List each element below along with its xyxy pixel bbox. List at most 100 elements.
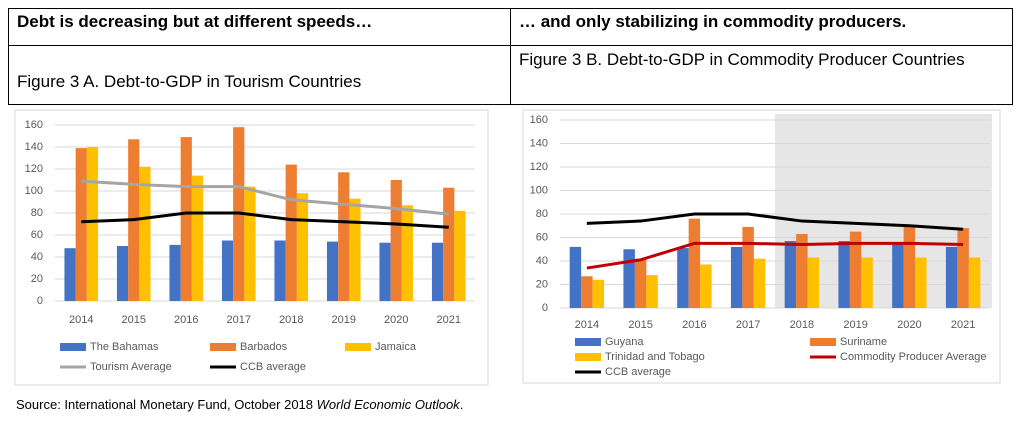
legend-label: Suriname <box>840 336 887 348</box>
bar <box>75 148 87 301</box>
bar <box>807 257 820 308</box>
legend-swatch <box>345 343 371 351</box>
y-tick-label: 120 <box>530 161 548 173</box>
bar <box>338 172 350 301</box>
bar <box>349 198 361 301</box>
bar <box>634 258 647 308</box>
bar <box>623 249 635 308</box>
bar <box>849 231 862 308</box>
y-tick-label: 0 <box>542 302 548 314</box>
y-tick-label: 40 <box>31 251 43 263</box>
x-tick-label: 2017 <box>736 319 760 331</box>
y-tick-label: 20 <box>536 278 548 290</box>
bar <box>180 137 192 301</box>
bar <box>116 246 129 301</box>
x-tick-label: 2015 <box>122 314 146 326</box>
bar <box>139 166 151 301</box>
y-tick-label: 100 <box>25 185 43 197</box>
bar <box>753 258 766 308</box>
legend-swatch <box>575 353 601 361</box>
bar <box>64 248 76 301</box>
legend-label: Guyana <box>605 336 644 348</box>
line <box>586 241 964 270</box>
bar <box>454 210 466 301</box>
y-tick-label: 60 <box>536 231 548 243</box>
legend-label: The Bahamas <box>90 341 159 353</box>
bar <box>742 226 754 308</box>
bar <box>677 248 689 308</box>
chart-frame <box>14 109 489 386</box>
bar <box>581 276 593 308</box>
charts: 0 20 40 60 80 100 120 140 160 2014 2015 2016 2017 201… <box>14 109 1001 386</box>
x-tick-label: 2019 <box>332 314 356 326</box>
bar <box>784 241 797 308</box>
legend-label: Jamaica <box>375 341 417 353</box>
bar <box>915 257 927 308</box>
x-tick-label: 2016 <box>682 319 706 331</box>
bar <box>592 279 605 308</box>
x-tick-label: 2017 <box>227 314 251 326</box>
bar <box>957 228 969 308</box>
y-tick-label: 80 <box>31 207 43 219</box>
bar <box>401 205 414 301</box>
bar <box>892 242 904 308</box>
bar <box>968 257 981 308</box>
bar <box>838 241 850 308</box>
bar <box>646 275 658 308</box>
x-tick-label: 2014 <box>69 314 93 326</box>
y-tick-label: 60 <box>31 229 43 241</box>
source-publication: World Economic Outlook <box>316 397 460 412</box>
bar <box>296 193 309 301</box>
legend-swatch <box>810 338 836 346</box>
legend-label: Commodity Producer Average <box>840 351 987 363</box>
x-tick-label: 2014 <box>575 319 599 331</box>
y-tick-label: 100 <box>530 184 548 196</box>
bar <box>700 264 712 308</box>
legend-swatch <box>210 343 236 351</box>
x-tick-label: 2020 <box>384 314 408 326</box>
legend-label: CCB average <box>240 361 306 373</box>
x-tick-label: 2016 <box>174 314 198 326</box>
right-caption: Figure 3 B. Debt-to-GDP in Commodity Pro… <box>510 45 1013 105</box>
bar <box>390 180 402 301</box>
bar <box>796 233 808 308</box>
legend-label: CCB average <box>605 366 671 378</box>
bar <box>945 246 958 308</box>
bar <box>730 246 743 308</box>
bar <box>169 244 181 301</box>
x-tick-label: 2018 <box>790 319 814 331</box>
x-tick-label: 2020 <box>897 319 921 331</box>
bar <box>326 241 339 301</box>
bar <box>569 246 582 308</box>
legend-label: Trinidad and Tobago <box>605 351 705 363</box>
legend-label: Barbados <box>240 341 288 353</box>
source-suffix: . <box>459 397 464 412</box>
x-tick-label: 2021 <box>951 319 975 331</box>
y-tick-label: 160 <box>530 114 548 126</box>
y-tick-label: 40 <box>536 255 548 267</box>
bar <box>861 257 873 308</box>
bar <box>903 226 916 308</box>
x-tick-label: 2019 <box>843 319 867 331</box>
chart-frame <box>522 109 1001 384</box>
y-tick-label: 120 <box>25 163 43 175</box>
x-tick-label: 2018 <box>279 314 303 326</box>
y-tick-label: 0 <box>37 295 43 307</box>
legend-label: Tourism Average <box>90 361 172 373</box>
bar <box>285 164 297 301</box>
bar <box>379 242 391 301</box>
bar <box>86 147 99 301</box>
line <box>81 211 449 229</box>
bar <box>244 186 256 301</box>
y-tick-label: 80 <box>536 208 548 220</box>
bar <box>688 218 701 308</box>
x-tick-label: 2021 <box>437 314 461 326</box>
bar <box>221 240 234 301</box>
bar <box>431 242 444 301</box>
y-tick-label: 140 <box>530 137 548 149</box>
x-tick-label: 2015 <box>628 319 652 331</box>
line <box>586 212 964 231</box>
legend-swatch <box>575 338 601 346</box>
bar <box>191 175 204 301</box>
